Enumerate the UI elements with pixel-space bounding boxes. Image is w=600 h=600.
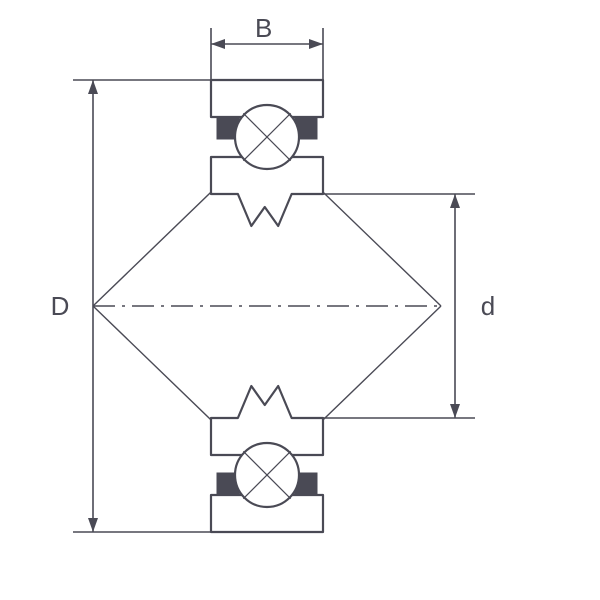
dimension-label-D: D — [51, 291, 70, 321]
bearing-cross-section-diagram: Dd B — [0, 0, 600, 600]
dimension-label-B: B — [255, 13, 272, 43]
dimension-label-d: d — [481, 291, 495, 321]
